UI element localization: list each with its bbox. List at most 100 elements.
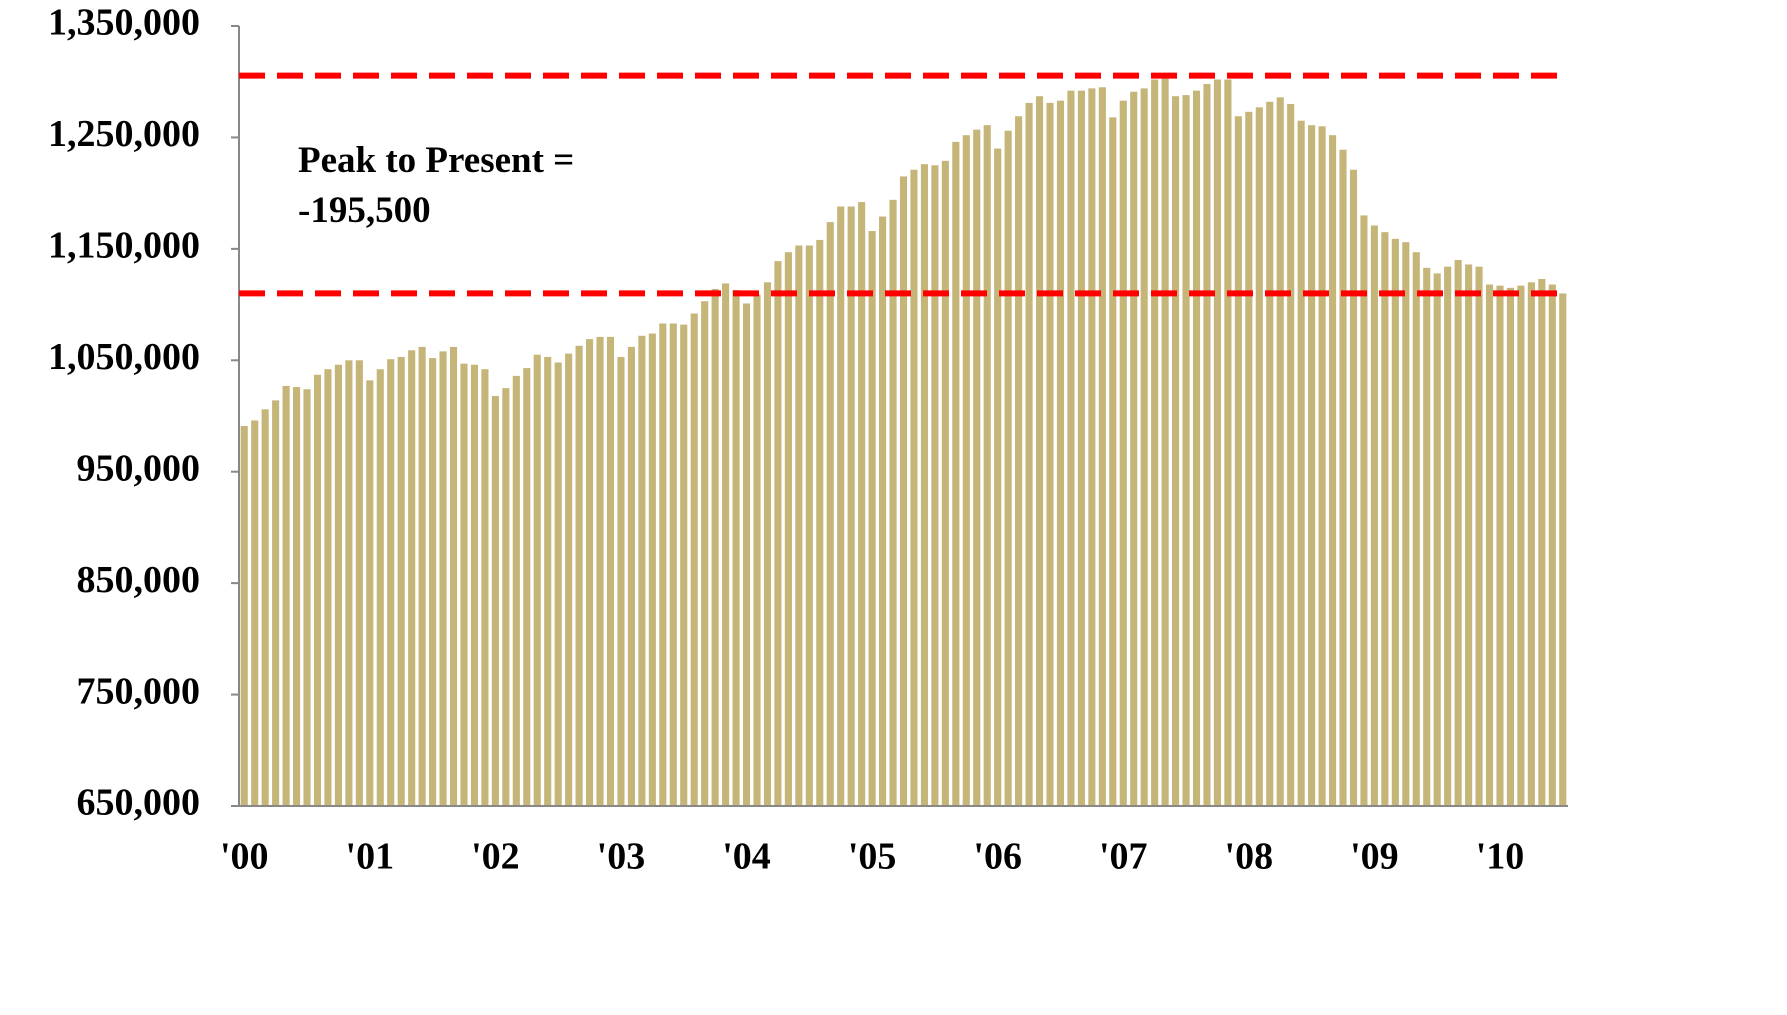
x-tick-label: '01 (346, 836, 395, 878)
y-tick-label: 1,250,000 (48, 113, 200, 155)
annotation: -195,500 (298, 190, 431, 231)
bar (1161, 75, 1169, 807)
bar (816, 239, 824, 806)
bar (659, 323, 667, 806)
bar (1433, 273, 1441, 806)
bar (1234, 116, 1242, 806)
bar (460, 363, 468, 806)
bar (795, 245, 803, 806)
bar (1192, 90, 1201, 807)
x-tick-label: '03 (597, 836, 646, 878)
x-tick-label: '07 (1099, 836, 1148, 878)
bar (680, 324, 688, 806)
bar (1182, 95, 1190, 807)
bar (920, 164, 928, 806)
x-tick-label: '08 (1225, 836, 1274, 878)
bar (868, 231, 876, 806)
bar (470, 364, 479, 806)
bar (732, 290, 740, 807)
bar (1349, 169, 1358, 806)
bar (334, 364, 342, 806)
bar (1517, 285, 1525, 807)
bar (648, 333, 656, 806)
bar (481, 369, 489, 806)
bar (1067, 90, 1075, 807)
bar (617, 356, 625, 806)
bar (1559, 293, 1567, 806)
bar (1538, 278, 1546, 806)
bar (1046, 102, 1054, 806)
bar (1004, 130, 1012, 806)
bar (1276, 97, 1284, 807)
bar (1077, 90, 1085, 807)
bar (1119, 100, 1127, 806)
bar (606, 336, 615, 806)
bar (1172, 96, 1180, 806)
bar (240, 426, 248, 806)
bar (324, 369, 332, 806)
bar (1297, 120, 1305, 806)
bar (858, 202, 866, 807)
x-tick-label: '04 (722, 836, 771, 878)
bar (355, 360, 363, 806)
bar (690, 313, 698, 806)
bar (313, 374, 322, 806)
bar (899, 176, 908, 806)
bar (1381, 232, 1389, 807)
bar (805, 245, 813, 806)
x-tick-label: '05 (848, 836, 897, 878)
bar (418, 346, 426, 806)
bar (345, 360, 353, 806)
bar (774, 261, 782, 807)
bar (1527, 282, 1535, 806)
bar (491, 395, 499, 806)
bar (1035, 96, 1044, 806)
bar (1203, 83, 1211, 806)
bar (994, 148, 1002, 807)
bar (1213, 79, 1221, 806)
bar (1506, 287, 1515, 806)
bar (376, 369, 384, 806)
bar (784, 252, 792, 806)
bar (1318, 126, 1326, 807)
bar (565, 353, 573, 806)
bar (408, 350, 416, 806)
bar (722, 283, 730, 806)
bar (1391, 238, 1399, 807)
bar (1025, 102, 1033, 806)
bar (1412, 252, 1420, 806)
bar (1130, 91, 1138, 806)
bar (931, 165, 939, 807)
bar (1548, 284, 1556, 806)
bar (1402, 242, 1410, 806)
bar (533, 354, 541, 806)
bar (502, 388, 510, 806)
x-tick-label: '09 (1350, 836, 1399, 878)
bar (429, 358, 437, 806)
bar (1088, 88, 1096, 806)
bar (941, 160, 949, 807)
bar (763, 282, 772, 806)
bar (387, 359, 395, 806)
bar (1328, 135, 1337, 806)
annotation: Peak to Present = (298, 140, 574, 181)
bar (1151, 79, 1159, 806)
bar (1339, 149, 1347, 806)
x-tick-label: '10 (1476, 836, 1525, 878)
x-tick-label: '06 (973, 836, 1022, 878)
bar (544, 356, 552, 806)
bar (282, 385, 290, 806)
y-tick-label: 1,150,000 (48, 225, 200, 267)
bar (1255, 107, 1263, 807)
bar (272, 400, 280, 806)
bar (973, 129, 981, 807)
bar (554, 362, 562, 806)
bar (879, 216, 887, 807)
bar (586, 339, 594, 806)
bar (596, 336, 604, 806)
bar (512, 375, 520, 806)
bar (292, 387, 301, 806)
bar (251, 420, 259, 806)
bar (1360, 215, 1368, 806)
bar (1485, 284, 1494, 806)
